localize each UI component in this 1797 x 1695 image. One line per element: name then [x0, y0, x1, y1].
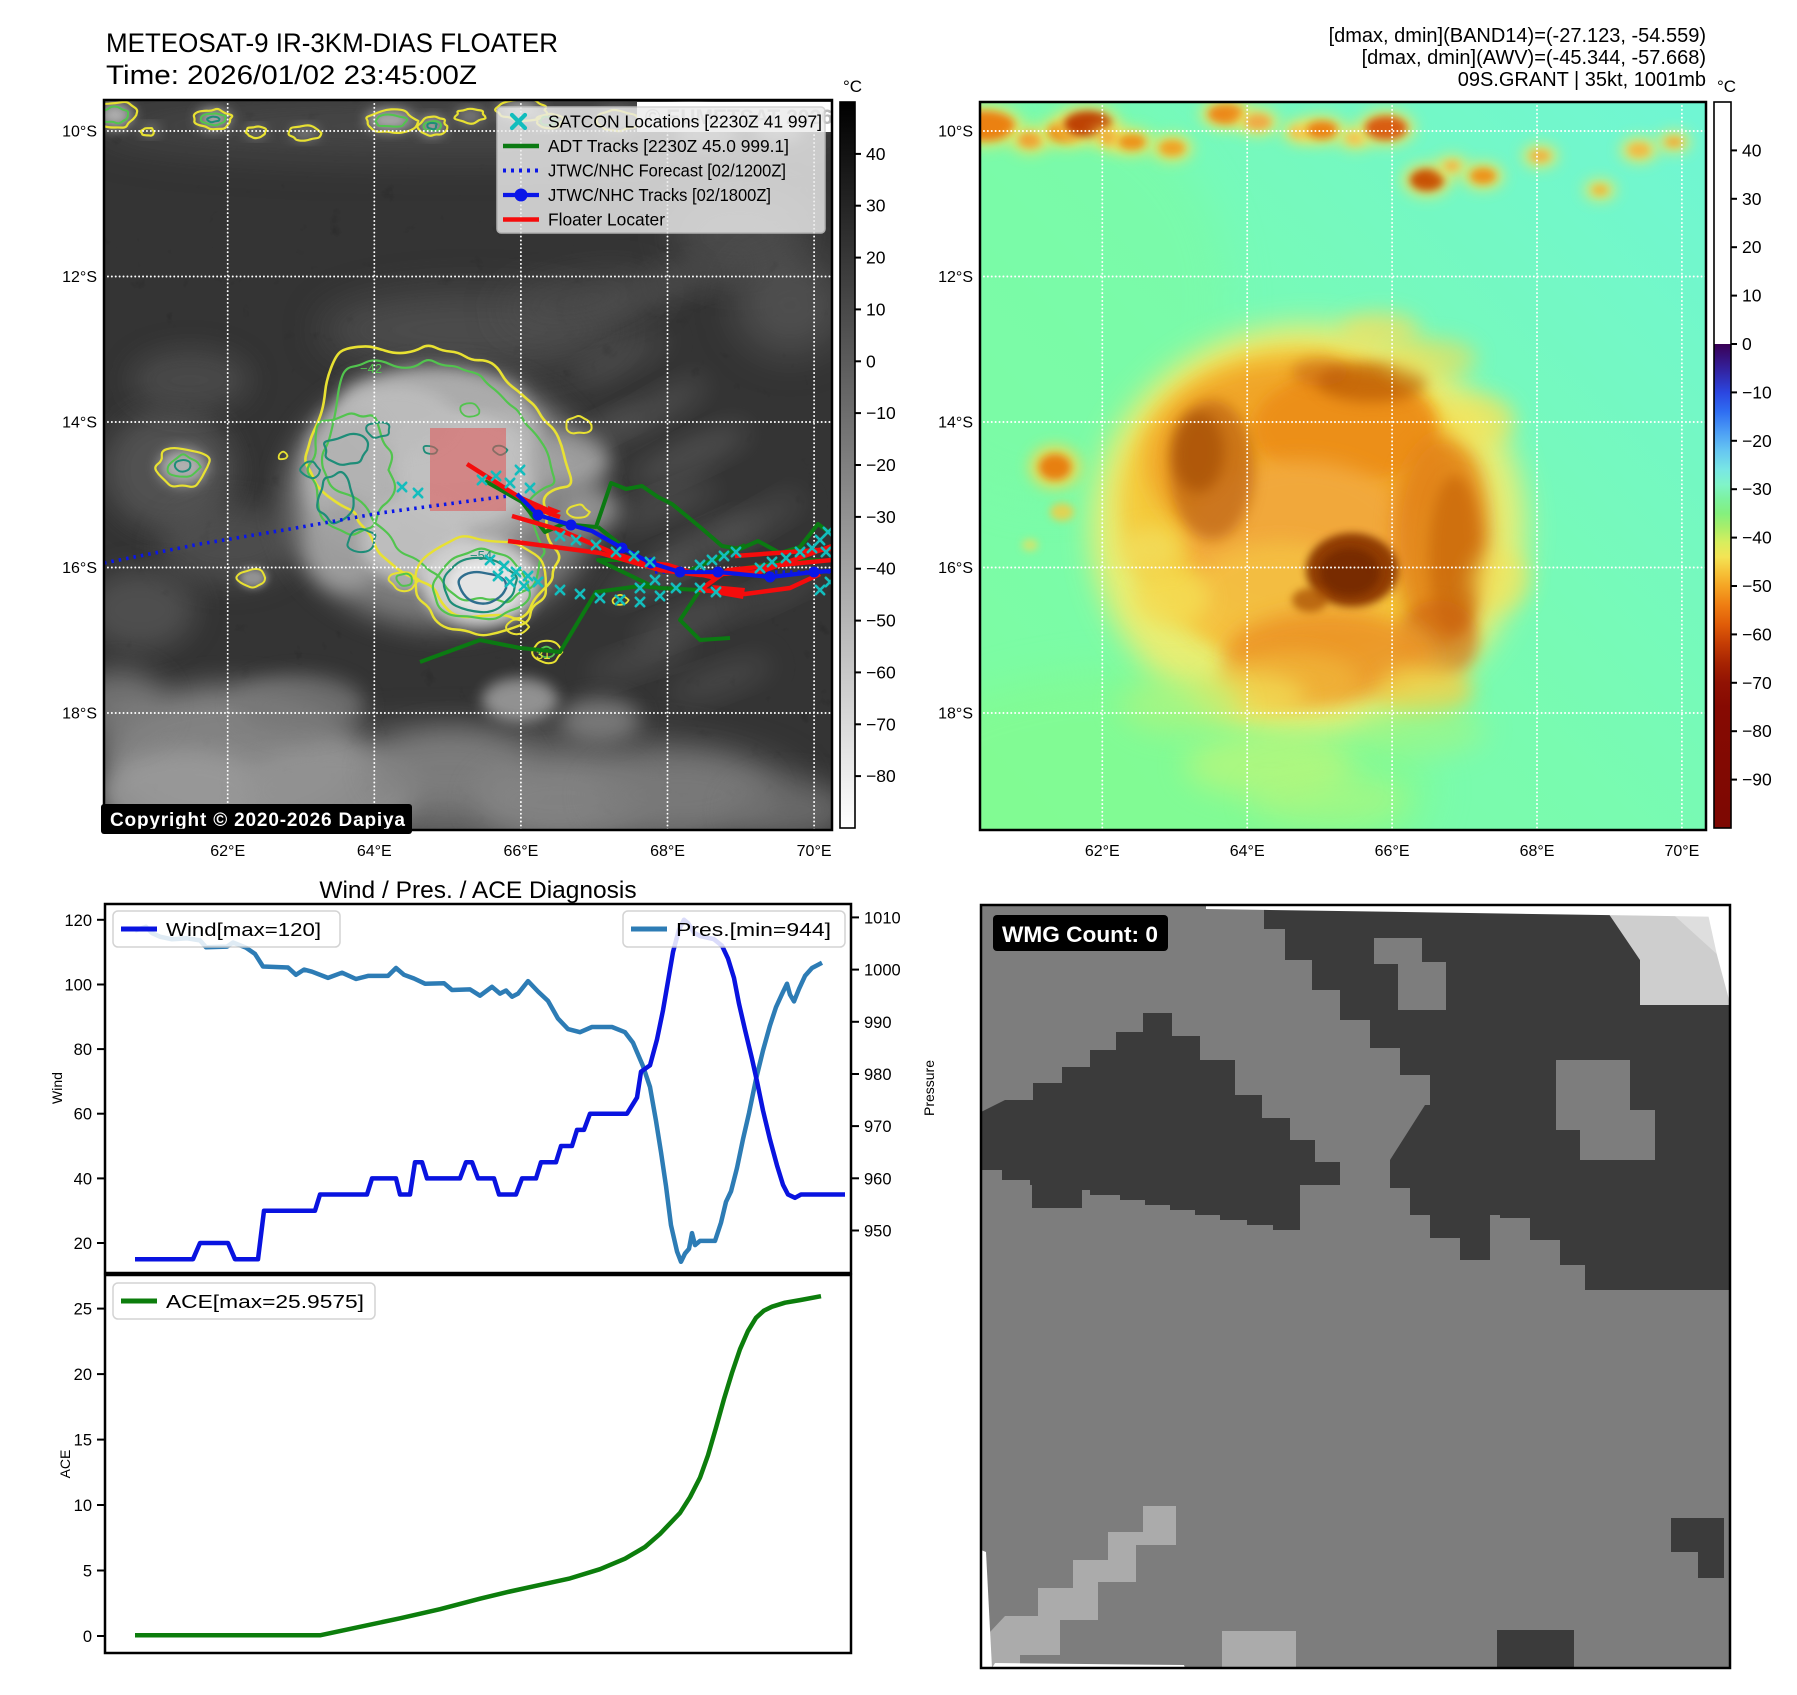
- svg-text:80: 80: [74, 1041, 92, 1059]
- svg-text:°C: °C: [1717, 77, 1736, 96]
- svg-text:12°S: 12°S: [938, 269, 973, 286]
- svg-text:12°S: 12°S: [62, 269, 97, 286]
- svg-text:990: 990: [864, 1014, 892, 1032]
- svg-text:30: 30: [866, 196, 886, 216]
- svg-text:−60: −60: [866, 662, 896, 682]
- svg-text:−70: −70: [1742, 673, 1772, 693]
- svg-text:70°E: 70°E: [797, 843, 832, 860]
- svg-text:ADT Tracks [2230Z 45.0 999.1]: ADT Tracks [2230Z 45.0 999.1]: [548, 136, 789, 156]
- svg-text:40: 40: [866, 144, 886, 164]
- svg-text:ACE: ACE: [57, 1450, 73, 1479]
- svg-text:10: 10: [866, 299, 886, 319]
- svg-text:0: 0: [866, 351, 876, 371]
- svg-text:60: 60: [74, 1106, 92, 1124]
- svg-text:Wind: Wind: [49, 1072, 65, 1104]
- svg-text:−30: −30: [1742, 479, 1772, 499]
- svg-text:16°S: 16°S: [938, 560, 973, 577]
- svg-text:950: 950: [864, 1223, 892, 1241]
- svg-text:Wind / Pres. / ACE Diagnosis: Wind / Pres. / ACE Diagnosis: [319, 877, 636, 904]
- svg-text:METEOSAT-9 IR-3KM-DIAS FLOATER: METEOSAT-9 IR-3KM-DIAS FLOATER: [106, 28, 558, 58]
- svg-text:10°S: 10°S: [62, 124, 97, 141]
- svg-text:15: 15: [74, 1432, 92, 1450]
- svg-text:JTWC/NHC Forecast [02/1200Z]: JTWC/NHC Forecast [02/1200Z]: [548, 161, 786, 181]
- svg-text:−70: −70: [866, 714, 896, 734]
- svg-text:[dmax, dmin](AWV)=(-45.344, -5: [dmax, dmin](AWV)=(-45.344, -57.668): [1362, 47, 1706, 69]
- svg-text:18°S: 18°S: [62, 706, 97, 723]
- svg-text:40: 40: [74, 1170, 92, 1188]
- svg-text:−60: −60: [1742, 624, 1772, 644]
- svg-text:20: 20: [74, 1235, 92, 1253]
- svg-text:68°E: 68°E: [650, 843, 685, 860]
- svg-text:20: 20: [74, 1366, 92, 1384]
- svg-text:−20: −20: [1742, 431, 1772, 451]
- svg-text:30: 30: [1742, 189, 1762, 209]
- svg-text:Copyright © 2020-2026 Dapiya: Copyright © 2020-2026 Dapiya: [110, 810, 405, 831]
- svg-text:62°E: 62°E: [210, 843, 245, 860]
- svg-text:10°S: 10°S: [938, 124, 973, 141]
- svg-text:−54: −54: [470, 548, 492, 563]
- svg-text:100: 100: [64, 977, 92, 995]
- svg-text:ACE[max=25.9575]: ACE[max=25.9575]: [166, 1292, 364, 1312]
- svg-text:1010: 1010: [864, 909, 901, 927]
- svg-text:64°E: 64°E: [357, 843, 392, 860]
- svg-text:960: 960: [864, 1170, 892, 1188]
- svg-text:10: 10: [1742, 286, 1762, 306]
- svg-text:−40: −40: [866, 559, 896, 579]
- svg-text:0: 0: [1742, 334, 1752, 354]
- svg-text:[dmax, dmin](BAND14)=(-27.123,: [dmax, dmin](BAND14)=(-27.123, -54.559): [1329, 25, 1706, 47]
- svg-text:−80: −80: [1742, 721, 1772, 741]
- svg-text:66°E: 66°E: [503, 843, 538, 860]
- svg-text:Floater Locater: Floater Locater: [548, 210, 665, 230]
- svg-text:−20: −20: [866, 455, 896, 475]
- svg-text:JTWC/NHC Tracks [02/1800Z]: JTWC/NHC Tracks [02/1800Z]: [548, 185, 771, 205]
- svg-text:Time: 2026/01/02 23:45:00Z: Time: 2026/01/02 23:45:00Z: [106, 60, 477, 90]
- svg-text:120: 120: [64, 912, 92, 930]
- svg-text:−80: −80: [866, 766, 896, 786]
- svg-text:1000: 1000: [864, 962, 901, 980]
- svg-text:−40: −40: [1742, 528, 1772, 548]
- svg-text:−10: −10: [1742, 382, 1772, 402]
- svg-text:°C: °C: [843, 77, 862, 96]
- svg-text:Pressure: Pressure: [921, 1060, 937, 1116]
- svg-text:−50: −50: [1742, 576, 1772, 596]
- svg-text:−10: −10: [866, 403, 896, 423]
- svg-text:40: 40: [1742, 140, 1762, 160]
- svg-text:10: 10: [74, 1497, 92, 1515]
- svg-text:980: 980: [864, 1066, 892, 1084]
- svg-text:5: 5: [83, 1563, 92, 1581]
- svg-text:−90: −90: [1742, 770, 1772, 790]
- svg-text:SATCON Locations [2230Z 41 997: SATCON Locations [2230Z 41 997]: [548, 112, 822, 132]
- svg-text:−50: −50: [866, 611, 896, 631]
- svg-text:14°S: 14°S: [938, 415, 973, 432]
- svg-text:20: 20: [866, 248, 886, 268]
- svg-text:WMG Count: 0: WMG Count: 0: [1002, 922, 1158, 947]
- svg-text:Wind[max=120]: Wind[max=120]: [166, 920, 321, 940]
- svg-text:25: 25: [74, 1301, 92, 1319]
- svg-text:14°S: 14°S: [62, 415, 97, 432]
- svg-text:−30: −30: [866, 507, 896, 527]
- svg-text:64°E: 64°E: [1230, 843, 1265, 860]
- svg-text:09S.GRANT | 35kt, 1001mb: 09S.GRANT | 35kt, 1001mb: [1458, 69, 1706, 91]
- svg-text:68°E: 68°E: [1520, 843, 1555, 860]
- svg-text:18°S: 18°S: [938, 706, 973, 723]
- svg-text:20: 20: [1742, 237, 1762, 257]
- svg-text:970: 970: [864, 1118, 892, 1136]
- svg-text:70°E: 70°E: [1664, 843, 1699, 860]
- svg-text:−42: −42: [360, 361, 382, 376]
- svg-text:0: 0: [83, 1628, 92, 1646]
- svg-text:66°E: 66°E: [1375, 843, 1410, 860]
- svg-text:16°S: 16°S: [62, 560, 97, 577]
- svg-text:Pres.[min=944]: Pres.[min=944]: [676, 920, 831, 940]
- svg-text:62°E: 62°E: [1085, 843, 1120, 860]
